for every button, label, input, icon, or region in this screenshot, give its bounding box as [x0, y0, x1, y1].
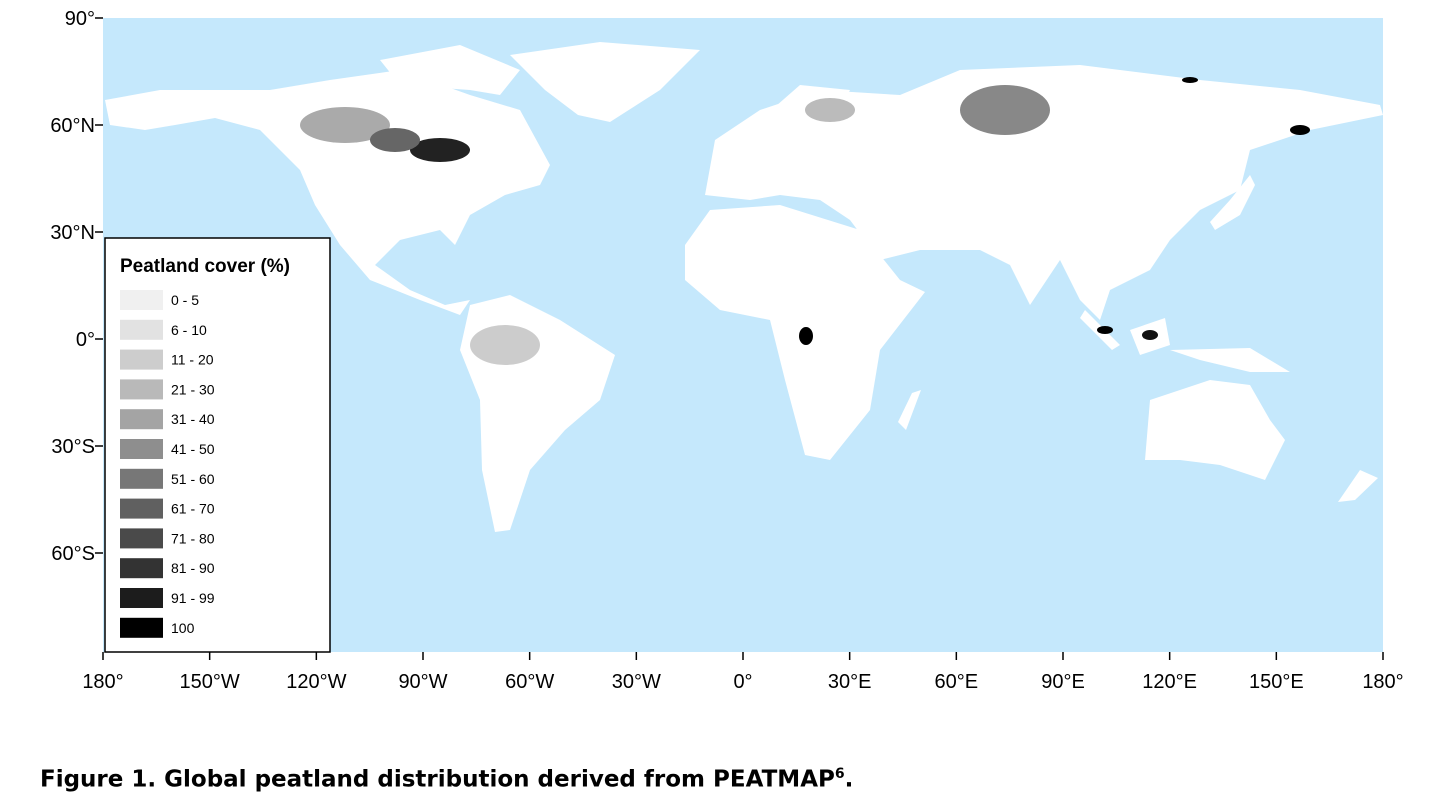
- legend-swatch: [120, 588, 163, 608]
- greenland: [510, 42, 700, 122]
- legend-swatch: [120, 617, 163, 638]
- legend-label: 61 - 70: [171, 501, 215, 517]
- lon-label: 30°E: [828, 671, 872, 693]
- peat-patch: [1097, 326, 1113, 334]
- north-america: [105, 70, 550, 315]
- legend-label: 41 - 50: [171, 441, 215, 457]
- peat-patch: [1290, 125, 1310, 135]
- legend-swatch: [120, 498, 163, 519]
- lon-label: 120°E: [1142, 671, 1197, 693]
- peat-patch: [410, 138, 470, 162]
- peat-patch: [470, 325, 540, 365]
- lon-label: 90°W: [398, 671, 447, 693]
- legend-label: 100: [171, 620, 195, 636]
- legend-swatch: [120, 528, 163, 549]
- legend-label: 6 - 10: [171, 322, 207, 338]
- caption-text: Figure 1. Global peatland distribution d…: [40, 766, 835, 793]
- peat-patch: [960, 85, 1050, 135]
- australia: [1145, 380, 1285, 480]
- peatland-patches: [300, 77, 1310, 365]
- peat-patch: [370, 128, 420, 152]
- legend-swatch: [120, 349, 163, 370]
- legend-label: 21 - 30: [171, 381, 215, 397]
- legend-swatch: [120, 379, 163, 400]
- lon-label: 30°W: [612, 671, 661, 693]
- peat-patch: [1142, 330, 1158, 340]
- legend-label: 0 - 5: [171, 292, 199, 308]
- legend-label: 91 - 99: [171, 590, 215, 606]
- lon-label: 180°: [82, 671, 123, 693]
- lat-label: 30°S: [51, 436, 95, 458]
- lon-label: 180°: [1362, 671, 1403, 693]
- legend-swatch: [120, 290, 163, 310]
- lat-label: 60°N: [50, 115, 95, 137]
- lat-label: 0°: [76, 329, 95, 351]
- legend-swatch: [120, 439, 163, 459]
- axis-ticks: 90° 60°N 30°N 0° 30°S 60°S 180° 150°W 120°W 90°W 6…: [50, 8, 1403, 693]
- legend-label: 31 - 40: [171, 411, 215, 427]
- caption-end: .: [844, 766, 854, 793]
- lat-label: 60°S: [51, 543, 95, 565]
- peat-patch: [1182, 77, 1198, 83]
- peat-patch: [300, 107, 390, 143]
- legend-swatch: [120, 319, 163, 340]
- caption: Figure 1. Global peatland distribution d…: [40, 766, 853, 793]
- lon-label: 120°W: [286, 671, 346, 693]
- legend-label: 51 - 60: [171, 471, 215, 487]
- new-zealand: [1338, 470, 1378, 502]
- lon-label: 60°E: [935, 671, 979, 693]
- lon-label: 150°E: [1249, 671, 1304, 693]
- legend-swatch: [120, 558, 163, 579]
- peat-patch: [799, 327, 813, 345]
- legend-label: 11 - 20: [171, 352, 214, 368]
- map-figure: 90° 60°N 30°N 0° 30°S 60°S 180° 150°W 120°W 90°W 6…: [50, 8, 1403, 693]
- legend-label: 81 - 90: [171, 560, 215, 576]
- lon-label: 60°W: [505, 671, 554, 693]
- lon-label: 150°W: [180, 671, 240, 693]
- lat-label: 90°: [65, 8, 95, 30]
- arctic-islands: [380, 45, 520, 95]
- caption-superscript: 6: [834, 766, 845, 782]
- indonesia: [1080, 310, 1290, 372]
- madagascar: [898, 390, 921, 430]
- eurasia: [705, 65, 1383, 320]
- japan: [1210, 175, 1255, 230]
- lon-label: 0°: [733, 671, 752, 693]
- peat-patch: [805, 98, 855, 122]
- lon-label: 90°E: [1041, 671, 1085, 693]
- lat-label: 30°N: [50, 222, 95, 244]
- legend-label: 71 - 80: [171, 530, 215, 546]
- legend: Peatland cover (%) 0 - 5 6 - 10 11 - 20 21 …: [104, 237, 331, 653]
- legend-title: Peatland cover (%): [120, 256, 290, 277]
- legend-swatch: [120, 468, 163, 489]
- legend-swatch: [120, 409, 163, 430]
